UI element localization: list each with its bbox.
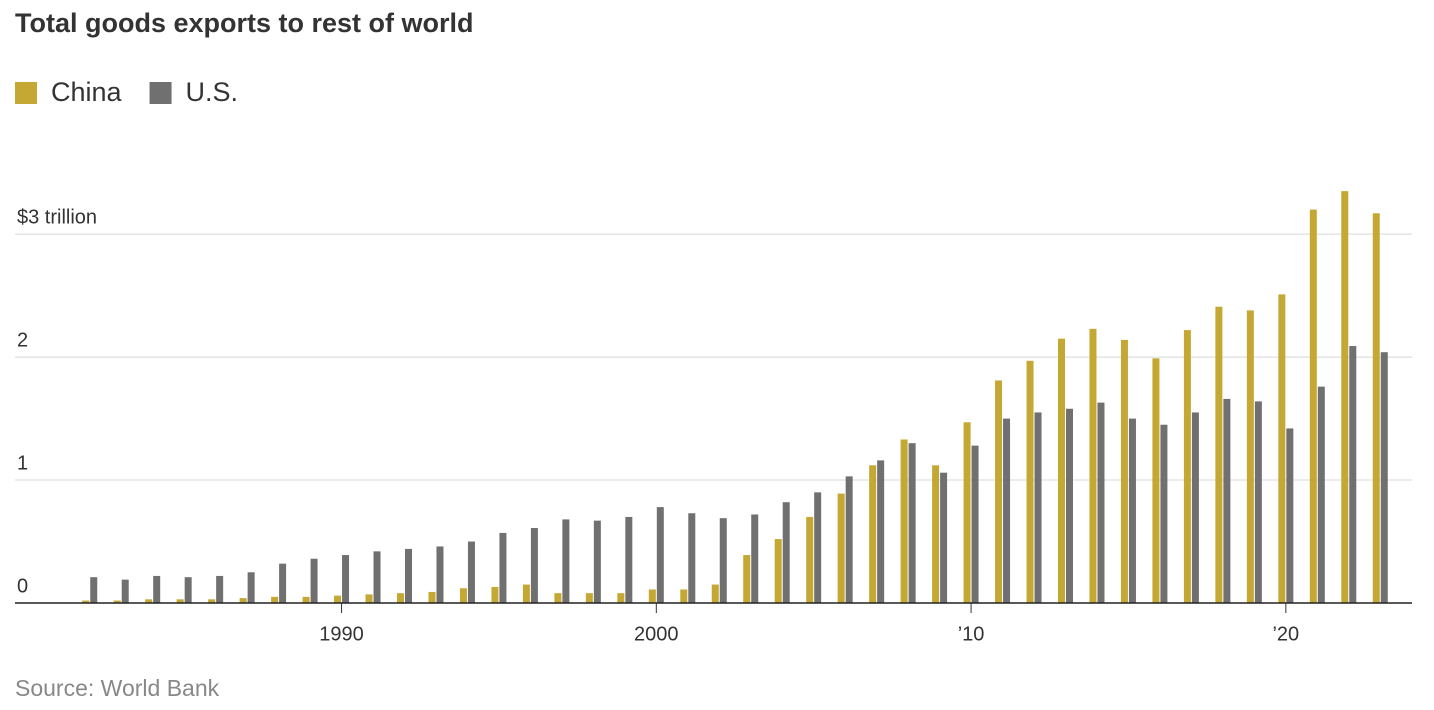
bar bbox=[467, 541, 475, 603]
y-tick-label: 2 bbox=[17, 329, 28, 351]
chart-title: Total goods exports to rest of world bbox=[15, 8, 474, 38]
bar bbox=[491, 587, 499, 603]
bar bbox=[121, 579, 129, 603]
bar bbox=[184, 577, 192, 603]
bar bbox=[1349, 346, 1357, 603]
bar bbox=[1097, 402, 1105, 603]
bar bbox=[82, 600, 90, 603]
bar bbox=[719, 518, 727, 603]
bar bbox=[310, 558, 318, 603]
bar bbox=[90, 577, 98, 603]
bar bbox=[1254, 401, 1262, 603]
bar bbox=[1309, 209, 1317, 603]
bar bbox=[1341, 191, 1349, 603]
bar bbox=[247, 572, 255, 603]
bar bbox=[625, 516, 633, 603]
bar bbox=[837, 493, 845, 603]
y-tick-label: 0 bbox=[17, 575, 28, 597]
bar bbox=[688, 513, 696, 603]
bar bbox=[845, 476, 853, 603]
bar bbox=[774, 539, 782, 603]
bar bbox=[279, 563, 287, 603]
bar bbox=[530, 528, 538, 603]
bar bbox=[593, 520, 601, 603]
bar bbox=[428, 591, 436, 603]
bar bbox=[940, 472, 948, 603]
bar bbox=[1152, 358, 1160, 603]
bar bbox=[814, 492, 822, 603]
bar bbox=[342, 555, 350, 603]
bar bbox=[1183, 330, 1191, 603]
bar bbox=[562, 519, 570, 603]
bar bbox=[1128, 418, 1136, 603]
bar bbox=[1223, 398, 1231, 603]
y-tick-label: 1 bbox=[17, 452, 28, 474]
bar bbox=[216, 575, 224, 603]
bar bbox=[1191, 412, 1199, 603]
bar bbox=[522, 584, 530, 603]
bar bbox=[806, 516, 814, 603]
bar bbox=[751, 514, 759, 603]
bar bbox=[1160, 424, 1168, 603]
bar bbox=[271, 596, 279, 603]
y-tick-label: $3 trillion bbox=[17, 206, 97, 228]
bar bbox=[1286, 428, 1294, 603]
bar bbox=[869, 465, 877, 603]
bar bbox=[239, 598, 247, 603]
bar bbox=[1317, 386, 1325, 603]
bar bbox=[1120, 339, 1128, 603]
bar bbox=[656, 507, 664, 603]
x-tick-label: ’20 bbox=[1272, 623, 1299, 645]
bar bbox=[648, 589, 656, 603]
legend-swatch bbox=[15, 82, 37, 104]
bar bbox=[1003, 418, 1011, 603]
bar bbox=[680, 589, 688, 603]
bar bbox=[877, 460, 885, 603]
bar bbox=[365, 594, 373, 603]
bar bbox=[499, 532, 507, 603]
bar bbox=[113, 600, 121, 603]
bar bbox=[711, 584, 719, 603]
x-tick-label: 1990 bbox=[319, 623, 364, 645]
bar bbox=[932, 465, 940, 603]
bar bbox=[1026, 360, 1034, 603]
bar bbox=[459, 588, 467, 603]
bar bbox=[397, 593, 404, 603]
bar bbox=[585, 593, 593, 603]
bar bbox=[1034, 412, 1042, 603]
bar bbox=[963, 422, 971, 603]
bar bbox=[334, 595, 342, 603]
bar bbox=[971, 445, 979, 603]
bar bbox=[405, 548, 412, 603]
bar bbox=[1372, 213, 1380, 603]
bar bbox=[1066, 408, 1073, 603]
bar bbox=[554, 593, 562, 603]
x-tick-label: 2000 bbox=[634, 623, 679, 645]
legend-label: China bbox=[51, 77, 123, 107]
bar bbox=[1058, 338, 1065, 603]
bar bbox=[1089, 328, 1097, 603]
bar bbox=[302, 596, 310, 603]
bar bbox=[995, 380, 1003, 603]
bar bbox=[617, 593, 625, 603]
bar bbox=[373, 551, 381, 603]
bar bbox=[208, 599, 216, 603]
source: Source: World Bank bbox=[15, 675, 220, 701]
bar bbox=[1380, 352, 1388, 603]
bar bbox=[1246, 310, 1254, 603]
bar bbox=[900, 439, 908, 603]
bar bbox=[1215, 306, 1223, 603]
x-tick-label: ’10 bbox=[958, 623, 985, 645]
bar bbox=[908, 443, 916, 603]
bar bbox=[436, 546, 444, 603]
legend-label: U.S. bbox=[186, 77, 239, 107]
legend-swatch bbox=[149, 82, 172, 104]
bar bbox=[145, 599, 153, 603]
bar bbox=[782, 502, 790, 603]
bar bbox=[153, 575, 161, 603]
bar bbox=[176, 599, 184, 603]
bar bbox=[1278, 294, 1286, 603]
bar bbox=[743, 555, 751, 603]
